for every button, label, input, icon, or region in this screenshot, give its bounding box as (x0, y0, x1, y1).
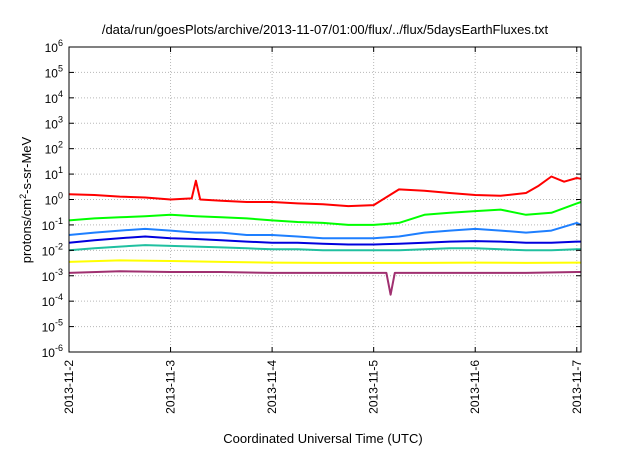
y-tick-label: 10-5 (42, 318, 63, 335)
x-tick-label: 2013-11-2 (62, 360, 76, 414)
y-tick-label: 10-2 (42, 241, 63, 258)
series-line (68, 235, 581, 246)
x-tick-label: 2013-11-7 (570, 360, 584, 414)
y-tick-label: 10-6 (42, 343, 63, 360)
series-line (68, 221, 582, 240)
series-line (68, 259, 581, 264)
series-line (68, 175, 582, 208)
x-tick-label: 2013-11-6 (468, 360, 482, 414)
series-line (68, 201, 582, 226)
x-tick-label: 2013-11-5 (367, 360, 381, 414)
y-tick-label: 10-1 (42, 216, 63, 233)
chart-title: /data/run/goesPlots/archive/2013-11-07/0… (102, 22, 549, 37)
y-tick-label: 104 (45, 89, 63, 106)
series-line (68, 270, 581, 296)
y-tick-label: 10-4 (42, 292, 63, 309)
y-axis-label: protons/cm2-s-sr-MeV (18, 136, 34, 263)
series-layer (68, 175, 582, 296)
x-tick-label: 2013-11-3 (164, 360, 178, 414)
y-tick-label: 106 (45, 38, 63, 55)
x-axis-label: Coordinated Universal Time (UTC) (223, 431, 422, 446)
y-tick-label: 102 (45, 140, 63, 157)
y-tick-label: 100 (45, 191, 63, 208)
x-tick-label: 2013-11-4 (265, 360, 279, 414)
tick-layer: 10-6 10-5 10-4 10-3 10-2 10-1 100 101 102 103 104 1… (42, 38, 584, 414)
series-line (68, 244, 581, 252)
y-tick-label: 103 (45, 114, 63, 131)
y-tick-label: 101 (45, 165, 63, 182)
grid-layer (69, 47, 581, 352)
y-tick-label: 10-3 (42, 267, 63, 284)
y-tick-label: 105 (45, 63, 63, 80)
